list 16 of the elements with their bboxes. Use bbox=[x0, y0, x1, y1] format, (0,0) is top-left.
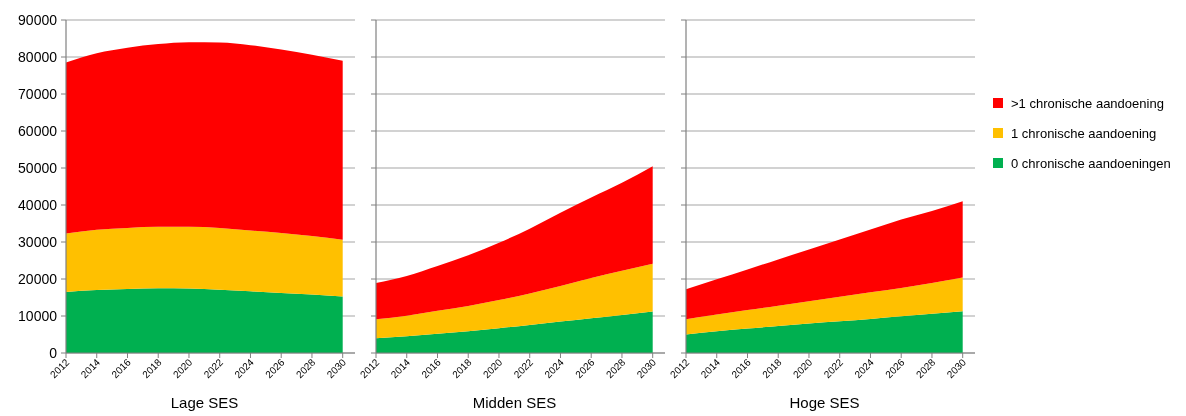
y-tick-label: 10000 bbox=[18, 307, 58, 324]
legend-label: 1 chronische aandoening bbox=[1011, 125, 1157, 141]
y-tick-label: 0 bbox=[49, 344, 58, 361]
legend-label: >1 chronische aandoening bbox=[1011, 95, 1164, 111]
x-axis-title: Lage SES bbox=[170, 394, 239, 411]
y-tick-label: 80000 bbox=[18, 48, 58, 65]
x-axis-title: Midden SES bbox=[472, 394, 557, 411]
y-tick-label: 90000 bbox=[18, 11, 58, 28]
y-tick-label: 20000 bbox=[18, 270, 58, 287]
x-axis-title: Hoge SES bbox=[789, 394, 860, 411]
y-tick-label: 50000 bbox=[18, 159, 58, 176]
y-tick-label: 40000 bbox=[18, 196, 58, 213]
y-tick-label: 70000 bbox=[18, 85, 58, 102]
y-tick-label: 30000 bbox=[18, 233, 58, 250]
legend-label: 0 chronische aandoeningen bbox=[1011, 155, 1171, 171]
y-tick-label: 60000 bbox=[18, 122, 58, 139]
